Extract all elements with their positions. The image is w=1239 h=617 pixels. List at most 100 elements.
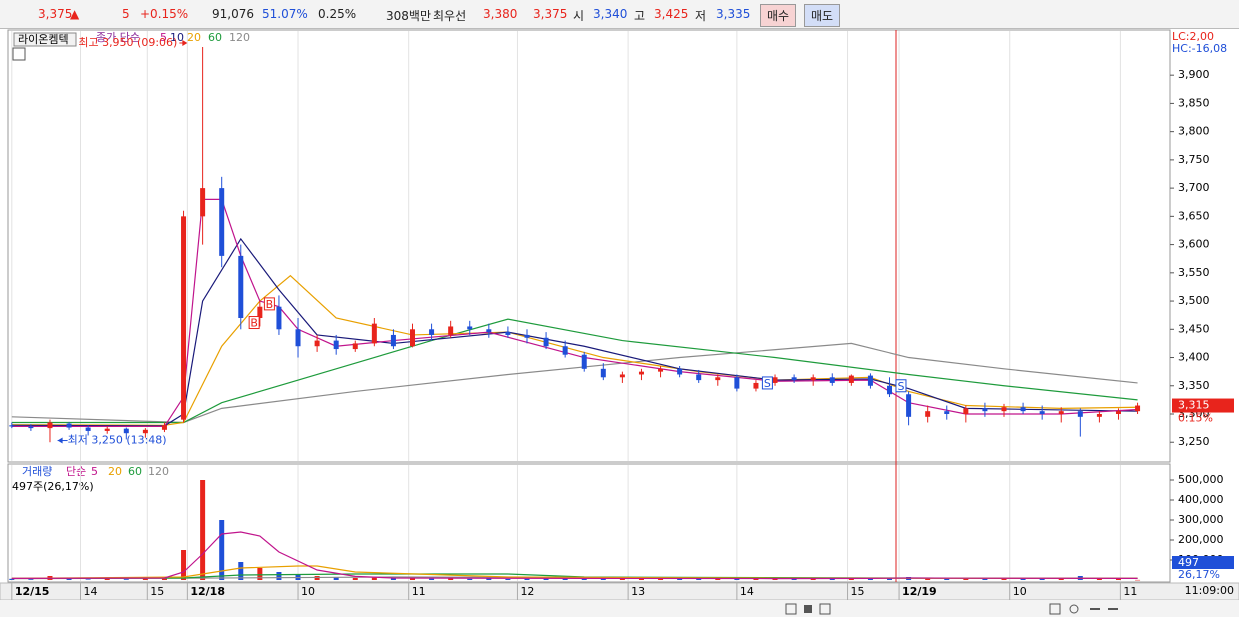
volume-bar — [9, 578, 15, 580]
candle-body — [600, 368, 606, 378]
signal-marker — [263, 297, 275, 311]
last-price: 3,315 — [1178, 399, 1210, 412]
y-tick-label: 3,850 — [1178, 96, 1210, 109]
icon[interactable] — [785, 603, 797, 615]
legend-entry: 120 — [229, 31, 250, 44]
volume: 91,076 — [212, 7, 254, 21]
y-tick-label: 3,250 — [1178, 435, 1210, 448]
annotation-arrow — [182, 39, 188, 46]
volume-bar — [772, 578, 778, 580]
candle-body — [219, 188, 225, 256]
x-tick-label: 12/15 — [15, 585, 50, 598]
candle-body — [1077, 411, 1083, 417]
y-tick-label: 3,900 — [1178, 68, 1210, 81]
candle-body — [524, 334, 530, 338]
candle-body — [925, 411, 931, 417]
volume-bar — [1058, 578, 1064, 580]
candle-body — [28, 426, 34, 429]
volume-bar — [524, 578, 530, 580]
ma-line — [11, 342, 1138, 424]
arrow: ▲ — [70, 7, 80, 21]
volume-bar — [791, 579, 797, 580]
candle-body — [390, 334, 396, 347]
x-tick-label: 15 — [851, 585, 865, 598]
buy-button[interactable]: 매수 — [760, 4, 797, 27]
candle-body — [982, 408, 988, 412]
candle-body — [791, 377, 797, 381]
bid: 3,375 — [533, 7, 568, 21]
candle-body — [314, 340, 320, 347]
candle-body — [295, 329, 301, 347]
volume-bar — [982, 579, 988, 580]
candle-body — [1135, 405, 1141, 412]
legend-entry: 5 — [91, 465, 98, 478]
ma-line — [11, 198, 1138, 428]
annotation-arrow — [57, 437, 63, 444]
candle-body — [1039, 411, 1045, 414]
candle-body — [848, 375, 854, 383]
y-tick-label: 400,000 — [1178, 493, 1224, 506]
y-tick-label: 300,000 — [1178, 513, 1224, 526]
y-tick-label: 3,650 — [1178, 209, 1210, 222]
candle-body — [276, 306, 282, 330]
candle-body — [200, 188, 206, 217]
candle-body — [467, 326, 473, 330]
icon[interactable] — [1049, 603, 1061, 615]
candle-body — [410, 329, 416, 347]
volume-bar — [638, 578, 644, 580]
candle-body — [123, 428, 129, 434]
candle-body — [1001, 407, 1007, 412]
candle-body — [638, 371, 644, 375]
y-tick-label: 3,400 — [1178, 351, 1210, 364]
price: 3,375 — [38, 7, 73, 21]
volume-bar — [543, 578, 549, 580]
signal-label: S — [764, 377, 771, 390]
low: 3,335 — [716, 7, 751, 21]
annotation: 최저 3,250 (13:48) — [68, 434, 167, 447]
ma-line — [11, 318, 1138, 424]
change: 5 — [122, 7, 130, 21]
last-change: 0.15% — [1178, 412, 1213, 425]
signal-label: B — [266, 298, 274, 311]
candle-body — [734, 377, 740, 389]
candle-body — [562, 346, 568, 355]
stock-box — [13, 32, 77, 47]
volume-bar — [257, 568, 263, 580]
volume-bar — [467, 578, 473, 580]
volume-bar — [429, 578, 435, 580]
candle-body — [448, 326, 454, 335]
grid-icon[interactable] — [12, 47, 26, 61]
icon[interactable] — [819, 603, 831, 615]
high: 3,425 — [654, 7, 689, 21]
sell-button[interactable]: 매도 — [804, 4, 841, 27]
candle-body — [1096, 414, 1102, 417]
indicator-label: 종가 단순 — [96, 31, 140, 44]
candle-body — [66, 423, 72, 428]
volume-bar — [352, 578, 358, 580]
candle-body — [9, 425, 15, 427]
signal-marker — [761, 376, 773, 390]
icon[interactable] — [1108, 608, 1118, 610]
quote-bar: 3,375 ▲ 5 +0.15% 91,076 51.07% 0.25% 308… — [0, 0, 1239, 29]
volume-bar — [944, 578, 950, 580]
candle-body — [429, 329, 435, 335]
icon[interactable] — [1069, 604, 1079, 614]
y-tick-label: 3,750 — [1178, 153, 1210, 166]
volume-bar — [66, 579, 72, 580]
time-axis — [0, 582, 1239, 601]
volume-bar — [1020, 579, 1026, 580]
volume-bar — [1039, 578, 1045, 580]
legend-entry: 60 — [128, 465, 142, 478]
x-tick-label: 15 — [150, 585, 164, 598]
icon[interactable] — [804, 605, 812, 613]
icon[interactable] — [1090, 608, 1100, 610]
toolbar-icons — [785, 603, 1118, 615]
candle-body — [543, 337, 549, 347]
volume-bar — [829, 578, 835, 580]
x-tick-label: 14 — [740, 585, 754, 598]
volume-info: 497주(26,17%) — [12, 480, 94, 493]
legend-entry: 10 — [170, 31, 184, 44]
volume-title: 거래량 — [22, 465, 52, 478]
volume-bar — [123, 579, 129, 580]
